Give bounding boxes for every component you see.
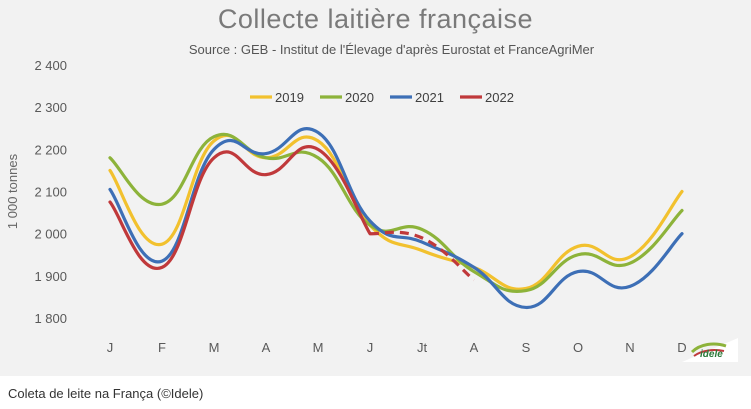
line-chart: 1 000 tonnes 1 800 1 900 2 000 2 100 2 200 2 3… bbox=[5, 58, 687, 355]
legend-label-2019: 2019 bbox=[275, 90, 304, 105]
idele-logo-text: idele bbox=[700, 349, 723, 360]
chart-panel bbox=[0, 0, 751, 376]
series-line-2022 bbox=[108, 145, 372, 270]
y-tick-label: 2 300 bbox=[34, 100, 67, 115]
legend-label-2022: 2022 bbox=[485, 90, 514, 105]
y-tick-label: 1 900 bbox=[34, 269, 67, 284]
x-tick-label: F bbox=[158, 340, 166, 355]
y-axis-label: 1 000 tonnes bbox=[5, 153, 20, 229]
x-tick-label: Jt bbox=[417, 340, 428, 355]
series-line-2022-dashed bbox=[369, 230, 476, 282]
y-tick-label: 2 100 bbox=[34, 185, 67, 200]
x-tick-label: A bbox=[470, 340, 479, 355]
y-tick-label: 2 400 bbox=[34, 58, 67, 73]
x-tick-label: M bbox=[209, 340, 220, 355]
series-line-2021 bbox=[108, 127, 684, 310]
legend-label-2021: 2021 bbox=[415, 90, 444, 105]
legend-label-2020: 2020 bbox=[345, 90, 374, 105]
x-tick-label: J bbox=[107, 340, 114, 355]
image-caption: Coleta de leite na França (©Idele) bbox=[8, 386, 204, 401]
idele-logo-icon bbox=[682, 338, 738, 362]
x-tick-label: S bbox=[522, 340, 531, 355]
y-tick-label: 1 800 bbox=[34, 311, 67, 326]
series-line-2020 bbox=[108, 132, 684, 293]
x-tick-label: M bbox=[313, 340, 324, 355]
chart-subtitle: Source : GEB - Institut de l'Élevage d'a… bbox=[188, 42, 595, 57]
x-tick-label: D bbox=[677, 340, 686, 355]
chart-title: Collecte laitière française bbox=[217, 4, 534, 34]
y-tick-label: 2 200 bbox=[34, 142, 67, 157]
y-tick-label: 2 000 bbox=[34, 227, 67, 242]
x-tick-label: J bbox=[367, 340, 374, 355]
x-tick-label: O bbox=[573, 340, 583, 355]
x-tick-label: A bbox=[262, 340, 271, 355]
x-tick-label: N bbox=[625, 340, 634, 355]
